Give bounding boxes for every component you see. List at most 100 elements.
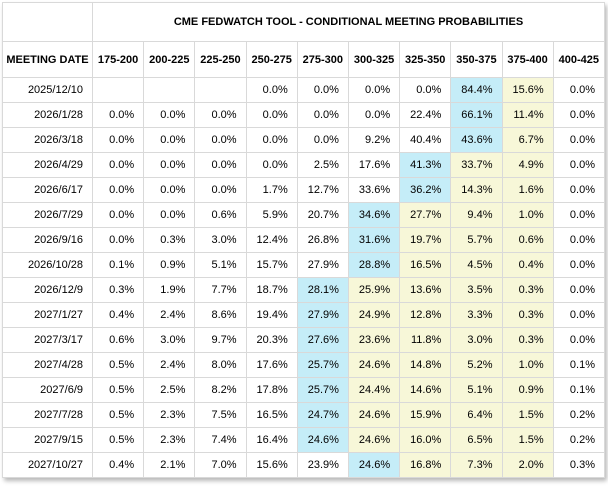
probability-cell	[194, 77, 247, 103]
probability-cell: 9.2%	[347, 127, 401, 153]
col-header-rate-range: 400-425	[552, 41, 606, 78]
probability-cell: 0.5%	[91, 352, 145, 378]
probability-cell: 6.5%	[450, 427, 503, 453]
probability-cell: 84.4%	[450, 77, 503, 103]
probability-cell: 15.7%	[245, 252, 298, 278]
probability-cell: 0.0%	[552, 227, 606, 253]
probability-cell: 0.0%	[91, 152, 145, 178]
table-body: 2025/12/10 0.0% 0.0% 0.0% 0.0% 84.4% 15.6% 0.0%…	[2, 77, 606, 478]
probability-cell: 8.2%	[194, 377, 247, 403]
meeting-date-cell: 2026/3/18	[2, 127, 93, 153]
probability-cell: 24.6%	[347, 452, 401, 478]
probability-cell: 0.0%	[143, 127, 196, 153]
col-header-rate-range: 300-325	[347, 41, 401, 78]
probability-cell: 1.5%	[501, 427, 554, 453]
table-title: CME FEDWATCH TOOL - CONDITIONAL MEETING …	[92, 2, 605, 42]
probability-cell: 16.5%	[245, 402, 298, 428]
probability-cell: 15.6%	[245, 452, 298, 478]
probability-cell: 0.4%	[91, 302, 145, 328]
table-row: 2027/6/9 0.5% 2.5% 8.2% 17.8% 25.7% 24.4% 14.6%…	[2, 377, 606, 403]
probability-cell: 0.6%	[91, 327, 145, 353]
probability-cell: 0.0%	[143, 177, 196, 203]
probability-cell: 26.8%	[296, 227, 349, 253]
table-row: 2026/9/16 0.0% 0.3% 3.0% 12.4% 26.8% 31.6% 19.7…	[2, 227, 606, 253]
probability-cell: 7.0%	[194, 452, 247, 478]
probability-cell: 5.1%	[194, 252, 247, 278]
meeting-date-cell: 2027/6/9	[2, 377, 93, 403]
probability-cell: 5.2%	[450, 352, 503, 378]
probability-cell: 16.5%	[399, 252, 452, 278]
probability-cell: 4.5%	[450, 252, 503, 278]
probability-cell: 1.7%	[245, 177, 298, 203]
probability-cell: 24.6%	[347, 402, 401, 428]
probability-cell: 2.5%	[296, 152, 349, 178]
probability-cell: 0.3%	[552, 452, 606, 478]
probability-cell: 5.1%	[450, 377, 503, 403]
probability-cell: 12.8%	[399, 302, 452, 328]
probability-cell: 24.9%	[347, 302, 401, 328]
probability-cell: 2.4%	[143, 352, 196, 378]
probability-cell: 0.0%	[552, 77, 606, 103]
probability-cell: 15.9%	[399, 402, 452, 428]
probability-cell: 2.4%	[143, 302, 196, 328]
probability-cell: 0.3%	[501, 277, 554, 303]
table-row: 2026/7/29 0.0% 0.0% 0.6% 5.9% 20.7% 34.6% 27.7%…	[2, 202, 606, 228]
probability-cell: 0.0%	[347, 102, 401, 128]
col-header-rate-range: 275-300	[296, 41, 349, 78]
meeting-date-cell: 2026/9/16	[2, 227, 93, 253]
probability-cell: 24.6%	[347, 427, 401, 453]
probability-cell: 11.4%	[501, 102, 554, 128]
probability-cell: 0.5%	[91, 427, 145, 453]
probability-cell: 27.6%	[296, 327, 349, 353]
probability-cell: 2.3%	[143, 427, 196, 453]
probability-cell: 12.4%	[245, 227, 298, 253]
probability-cell: 16.0%	[399, 427, 452, 453]
probability-cell: 41.3%	[399, 152, 452, 178]
probability-cell: 28.8%	[347, 252, 401, 278]
col-header-rate-range: 225-250	[194, 41, 247, 78]
probability-cell: 0.0%	[552, 177, 606, 203]
probability-cell: 0.0%	[143, 202, 196, 228]
probability-cell: 0.0%	[91, 127, 145, 153]
probability-cell: 2.0%	[501, 452, 554, 478]
probability-cell: 23.9%	[296, 452, 349, 478]
probability-cell: 0.3%	[501, 327, 554, 353]
meeting-date-cell: 2027/7/28	[2, 402, 93, 428]
probability-cell: 6.7%	[501, 127, 554, 153]
table-header: CME FEDWATCH TOOL - CONDITIONAL MEETING …	[2, 2, 606, 78]
probability-cell: 2.3%	[143, 402, 196, 428]
probability-cell: 0.1%	[552, 352, 606, 378]
probability-cell: 0.0%	[552, 302, 606, 328]
probability-cell: 11.8%	[399, 327, 452, 353]
table-row: 2027/7/28 0.5% 2.3% 7.5% 16.5% 24.7% 24.6% 15.9…	[2, 402, 606, 428]
probability-cell: 36.2%	[399, 177, 452, 203]
probability-cell: 27.9%	[296, 302, 349, 328]
probability-cell: 0.2%	[552, 427, 606, 453]
probability-cell: 2.1%	[143, 452, 196, 478]
probability-cell: 0.0%	[143, 152, 196, 178]
meeting-date-cell: 2026/6/17	[2, 177, 93, 203]
meeting-date-cell: 2027/4/28	[2, 352, 93, 378]
probability-cell: 1.6%	[501, 177, 554, 203]
probability-cell: 13.6%	[399, 277, 452, 303]
probability-cell: 0.3%	[143, 227, 196, 253]
probability-cell: 0.0%	[245, 77, 298, 103]
probability-cell: 0.0%	[399, 77, 452, 103]
probability-cell: 1.0%	[501, 202, 554, 228]
probability-cell: 3.3%	[450, 302, 503, 328]
probability-cell: 0.4%	[91, 452, 145, 478]
probability-cell: 19.7%	[399, 227, 452, 253]
probability-cell: 14.8%	[399, 352, 452, 378]
probability-cell: 0.0%	[194, 152, 247, 178]
probability-cell: 3.0%	[450, 327, 503, 353]
meeting-date-cell: 2027/9/15	[2, 427, 93, 453]
probability-cell: 7.3%	[450, 452, 503, 478]
col-header-rate-range: 375-400	[501, 41, 554, 78]
probability-cell	[143, 77, 196, 103]
probability-cell: 3.0%	[194, 227, 247, 253]
probability-cell: 23.6%	[347, 327, 401, 353]
probability-cell: 16.4%	[245, 427, 298, 453]
probability-cell: 31.6%	[347, 227, 401, 253]
probability-cell: 0.0%	[552, 152, 606, 178]
probability-cell: 0.6%	[194, 202, 247, 228]
